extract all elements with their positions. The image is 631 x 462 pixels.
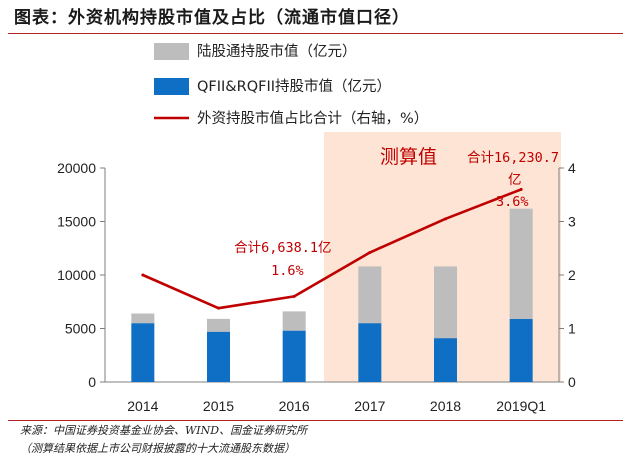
line-share-point: [368, 251, 372, 255]
bar-stock-connect: [131, 313, 155, 324]
annotation-2016-share: 1.6%: [271, 263, 304, 279]
line-share-series: [142, 188, 522, 310]
x-tick-label: 2018: [430, 398, 461, 414]
chart-title: 图表：外资机构持股市值及占比（流通市值口径）: [14, 8, 410, 28]
line-share-point: [519, 187, 523, 191]
bar-qfii: [358, 323, 382, 382]
bar-stock-connect: [282, 311, 306, 331]
bar-stock-connect: [434, 266, 457, 339]
left-tick-label: 10000: [57, 267, 96, 283]
annotation-2019q1-unit: 亿: [508, 172, 522, 188]
annotation-2016-total: 合计6,638.1亿: [234, 240, 331, 256]
x-tick-label: 2014: [127, 398, 158, 414]
x-tick-label: 2019Q1: [496, 398, 546, 414]
source-note: 来源：中国证券投资基金业协会、WIND、国金证券研究所: [20, 424, 308, 437]
left-tick-label: 20000: [57, 160, 96, 176]
legend-swatch: [154, 78, 189, 95]
estimate-region-label: 测算值: [380, 146, 437, 168]
bar-stock-connect: [509, 208, 533, 319]
title-divider: [8, 33, 623, 34]
right-tick-label: 4: [568, 160, 576, 176]
footer-divider: [8, 420, 623, 421]
line-share-point: [141, 273, 145, 277]
x-tick-label: 2016: [279, 398, 310, 414]
legend-label: QFII&RQFII持股市值（亿元）: [197, 78, 391, 95]
source-note-2: （测算结果依据上市公司财报披露的十大流通股东数据）: [20, 442, 295, 455]
right-tick-label: 2: [568, 267, 576, 283]
left-tick-label: 5000: [65, 321, 96, 337]
bar-stock-connect: [358, 266, 382, 324]
bar-qfii: [282, 330, 306, 382]
legend-swatch: [154, 43, 189, 60]
bar-stock-connect: [207, 318, 230, 332]
bar-qfii: [131, 323, 155, 382]
right-tick-label: 3: [568, 214, 576, 230]
annotation-2019q1-total: 合计16,230.7: [467, 150, 559, 166]
line-share-point: [217, 306, 220, 310]
left-tick-label: 15000: [57, 214, 96, 230]
x-tick-label: 2017: [354, 398, 385, 414]
line-share-point: [292, 294, 296, 298]
bar-qfii: [509, 318, 533, 382]
annotation-2019q1-share: 3.6%: [496, 194, 529, 210]
left-tick-label: 0: [88, 374, 96, 390]
x-tick-label: 2015: [203, 398, 234, 414]
line-share-point: [444, 217, 447, 221]
bar-qfii: [434, 338, 457, 382]
legend-label: 陆股通持股市值（亿元）: [197, 43, 357, 60]
bar-qfii: [207, 331, 230, 382]
legend-label: 外资持股市值占比合计（右轴，%）: [197, 110, 428, 127]
right-tick-label: 1: [568, 321, 576, 337]
right-tick-label: 0: [568, 374, 576, 390]
